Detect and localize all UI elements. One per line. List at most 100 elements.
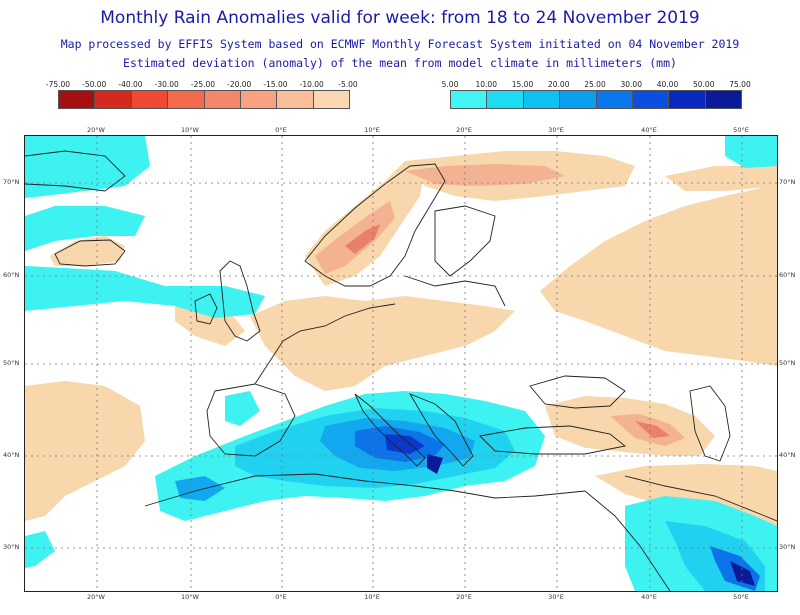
drystrong-area	[345, 224, 380, 254]
anomaly-map-canvas	[25, 136, 777, 591]
coastline	[354, 393, 426, 467]
longitude-label: 0°E	[275, 593, 287, 601]
legend-negative-ticks: -75.00 -50.00 -40.00 -30.00 -25.00 -20.00 -15.…	[46, 80, 358, 90]
longitude-label: 10°E	[364, 126, 380, 134]
legend-positive-tick-label: 50.00	[693, 80, 715, 89]
coastlines	[25, 150, 777, 591]
legend-negative-tick-label: -25.00	[190, 80, 216, 89]
drystrong-area	[635, 421, 670, 438]
wet6-area	[427, 454, 443, 474]
wet6-area	[730, 561, 755, 586]
latitude-label: 40°N	[779, 451, 796, 459]
longitude-label: 30°E	[548, 126, 564, 134]
longitude-label: 50°E	[733, 593, 749, 601]
legend-negative-swatch-0	[59, 91, 96, 108]
longitude-label: 0°E	[275, 126, 287, 134]
drymid-area	[315, 201, 395, 274]
coastline	[25, 150, 126, 192]
dry-area	[25, 381, 145, 521]
legend-negative-tick-label: -20.00	[227, 80, 252, 89]
legend-negative-anomaly	[58, 90, 350, 109]
anomaly-map	[24, 135, 778, 592]
legend-negative-tick-label: -40.00	[118, 80, 143, 89]
coastline	[304, 163, 446, 287]
wet1-area	[25, 206, 145, 251]
wet1-area	[25, 136, 150, 198]
legend-positive-swatch-6	[669, 91, 706, 108]
graticule	[25, 136, 777, 591]
legend-positive-tick-label: 40.00	[656, 80, 679, 89]
legend-positive-swatch-3	[560, 91, 597, 108]
coastline	[194, 293, 218, 325]
legend-negative-swatch-7	[313, 91, 349, 108]
coastline	[689, 385, 731, 462]
dry-area	[665, 164, 777, 191]
coastline	[144, 473, 586, 507]
legend-negative-swatch-5	[240, 91, 278, 108]
latitude-label: 40°N	[3, 451, 20, 459]
latitude-label: 60°N	[3, 271, 20, 279]
legend-positive-anomaly	[450, 90, 742, 109]
legend-negative-swatch-6	[277, 91, 314, 108]
latitude-label: 30°N	[779, 543, 796, 551]
wet1-area	[225, 391, 260, 426]
longitude-label: 10°W	[181, 593, 199, 601]
legend-negative-tick-label: -30.00	[154, 80, 179, 89]
dry-area	[540, 186, 777, 366]
longitude-label: 10°E	[364, 593, 380, 601]
legend-positive-tick-label: 75.00	[729, 80, 751, 89]
legend-positive-swatch-1	[487, 91, 524, 108]
latitude-label: 50°N	[779, 359, 796, 367]
latitude-label: 50°N	[3, 359, 20, 367]
coastline	[254, 303, 396, 385]
coastline	[529, 375, 626, 409]
wet1-area	[725, 136, 777, 168]
legend-positive-swatch-4	[596, 91, 633, 108]
legend-negative-swatch-1	[95, 91, 132, 108]
legend-positive-swatch-7	[705, 91, 741, 108]
legend-negative-swatch-4	[204, 91, 241, 108]
map-title: Monthly Rain Anomalies valid for week: f…	[100, 8, 700, 28]
wet-anomaly-strong	[175, 408, 765, 591]
longitude-label: 40°E	[641, 126, 657, 134]
legend-positive-tick-label: 15.00	[511, 80, 534, 89]
wet5-area	[385, 434, 425, 454]
legend-negative-tick-label: -5.00	[338, 80, 358, 89]
legend-negative-tick-label: -10.00	[299, 80, 324, 89]
longitude-label: 20°E	[456, 593, 472, 601]
coastline	[434, 205, 496, 277]
latitude-label: 70°N	[779, 178, 796, 186]
legend-positive-swatch-2	[523, 91, 561, 108]
longitude-label: 40°E	[641, 593, 657, 601]
longitude-label: 20°W	[87, 126, 105, 134]
coastline	[408, 393, 474, 467]
longitude-label: 30°E	[548, 593, 564, 601]
wet1-area	[25, 266, 265, 318]
legend-positive-tick-label: 30.00	[620, 80, 642, 89]
coastline	[479, 425, 627, 455]
longitude-label: 50°E	[733, 126, 749, 134]
coastline	[219, 260, 261, 342]
legend-negative-swatch-2	[131, 91, 169, 108]
legend-positive-tick-label: 5.00	[441, 80, 459, 89]
coastline	[584, 490, 671, 591]
map-subtitle-source: Map processed by EFFIS System based on E…	[60, 37, 740, 51]
wet3-area	[175, 476, 225, 501]
legend-positive-tick-label: 20.00	[548, 80, 570, 89]
legend-positive-tick-label: 10.00	[475, 80, 497, 89]
longitude-label: 20°E	[456, 126, 472, 134]
latitude-label: 30°N	[3, 543, 20, 551]
latitude-label: 60°N	[779, 271, 796, 279]
dry-area	[250, 296, 515, 391]
latitude-label: 70°N	[3, 178, 20, 186]
legend-negative-tick-label: -15.00	[263, 80, 288, 89]
coastline	[624, 475, 777, 522]
longitude-label: 20°W	[87, 593, 105, 601]
legend-positive-swatch-5	[632, 91, 670, 108]
legend-positive-ticks: 5.00 10.00 15.00 20.00 25.00 30.00 40.00 50.00 7…	[442, 80, 751, 90]
legend-positive-swatch-0	[451, 91, 488, 108]
legend-negative-tick-label: -75.00	[45, 80, 71, 89]
legend-negative-tick-label: -50.00	[82, 80, 107, 89]
coastline	[206, 383, 296, 457]
dry-area	[50, 236, 125, 266]
